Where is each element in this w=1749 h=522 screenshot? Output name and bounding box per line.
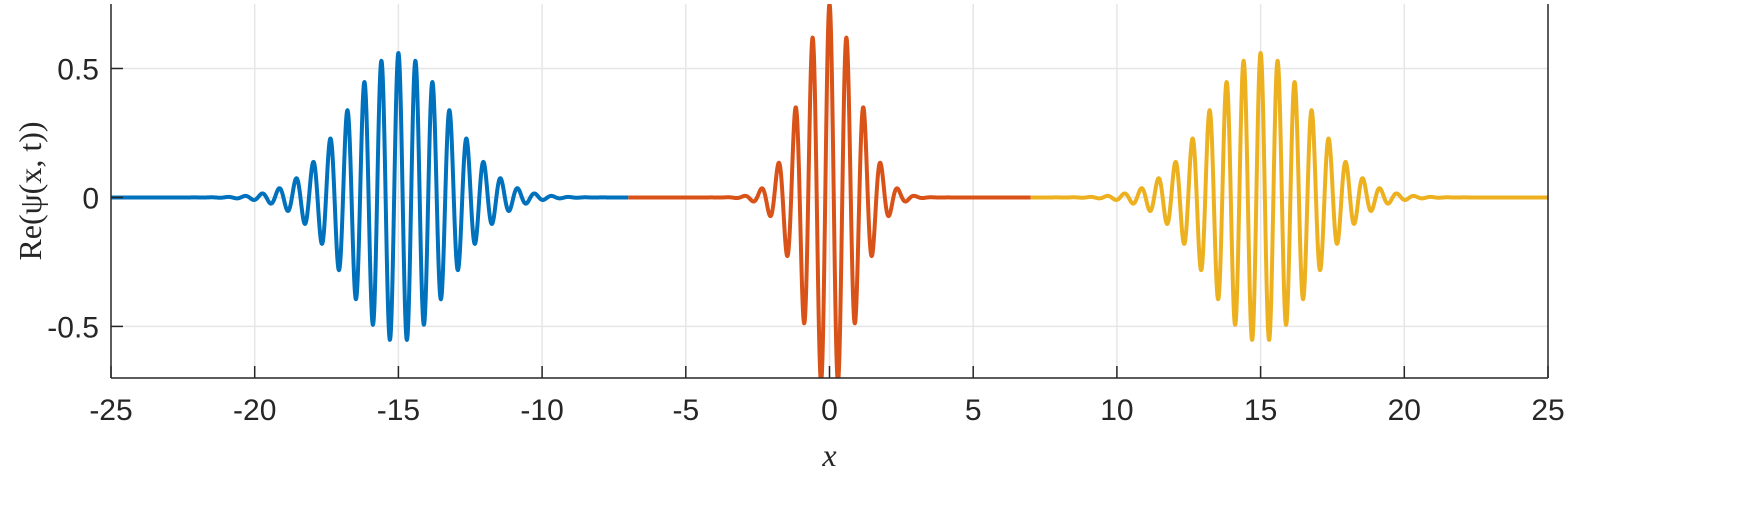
y-tick-label: 0.5 [57,53,99,86]
series-lines [111,4,1548,378]
y-axis-label: Re(ψ(x, t)) [12,121,48,260]
series-2-line [626,4,1033,378]
x-axis-label: x [821,437,836,473]
x-tick-label: -10 [520,394,563,427]
series-1-line [111,51,631,342]
x-tick-label: 25 [1531,394,1564,427]
x-tick-label: -20 [233,394,276,427]
x-tick-label: 20 [1388,394,1421,427]
x-tick-label: -15 [377,394,420,427]
series-3-line [1028,51,1548,342]
x-tick-label: 0 [821,394,838,427]
x-tick-label: 10 [1100,394,1133,427]
y-tick-label: -0.5 [47,311,99,344]
x-tick-label: -25 [89,394,132,427]
tick-labels: -25 -20 -15 -10 -5 0 5 10 15 20 25 -0.5 0 0.5 [47,53,1564,427]
axes [110,4,1549,379]
x-tick-label: 15 [1244,394,1277,427]
x-tick-label: -5 [672,394,699,427]
y-tick-label: 0 [82,182,99,215]
x-tick-label: 5 [965,394,982,427]
